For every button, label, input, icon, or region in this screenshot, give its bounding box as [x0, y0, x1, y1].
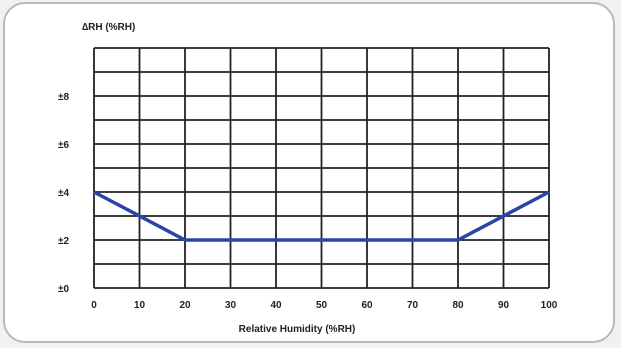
x-tick-label: 80 [452, 300, 464, 311]
x-tick-label: 60 [361, 300, 373, 311]
x-tick-label: 40 [270, 300, 282, 311]
chart-card: ±0 ±2 ±4 ±6 ±8 0 10 20 30 40 50 60 70 80 90 100 ∆RH (%… [3, 2, 615, 343]
series-layer [93, 190, 550, 242]
y-tick-label: ±0 [58, 284, 69, 295]
y-tick-label: ±6 [58, 140, 69, 151]
x-tick-label: 20 [179, 300, 191, 311]
x-axis-tick-labels: 0 10 20 30 40 50 60 70 80 90 100 [91, 300, 558, 311]
y-tick-label: ±4 [58, 188, 69, 199]
x-tick-label: 10 [134, 300, 146, 311]
y-tick-label: ±8 [58, 92, 69, 103]
accuracy-chart: ±0 ±2 ±4 ±6 ±8 0 10 20 30 40 50 60 70 80 90 100 ∆RH (%… [58, 22, 558, 335]
x-tick-label: 0 [91, 300, 97, 311]
series-line [93, 190, 550, 242]
x-tick-label: 70 [407, 300, 419, 311]
x-tick-label: 100 [541, 300, 558, 311]
y-axis-tick-labels: ±0 ±2 ±4 ±6 ±8 [58, 92, 69, 295]
y-axis-title: ∆RH (%RH) [82, 22, 135, 33]
y-tick-label: ±2 [58, 236, 69, 247]
x-axis-title: Relative Humidity (%RH) [239, 324, 356, 335]
grid [93, 47, 550, 289]
x-tick-label: 50 [316, 300, 328, 311]
x-tick-label: 30 [225, 300, 237, 311]
x-tick-label: 90 [498, 300, 510, 311]
